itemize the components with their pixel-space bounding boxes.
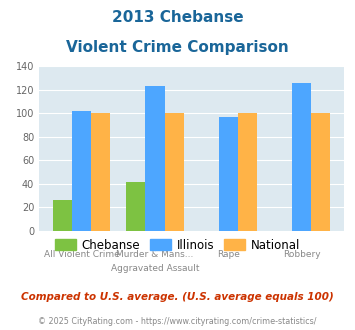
Text: © 2025 CityRating.com - https://www.cityrating.com/crime-statistics/: © 2025 CityRating.com - https://www.city…	[38, 317, 317, 326]
Bar	[164, 113, 184, 231]
Bar	[91, 113, 110, 231]
Legend: Chebanse, Illinois, National: Chebanse, Illinois, National	[50, 234, 305, 256]
Bar	[238, 113, 257, 231]
Bar	[53, 200, 72, 231]
Text: Violent Crime Comparison: Violent Crime Comparison	[66, 40, 289, 54]
Text: Aggravated Assault: Aggravated Assault	[111, 264, 199, 273]
Text: All Violent Crime: All Violent Crime	[44, 250, 119, 259]
Bar	[146, 86, 164, 231]
Bar	[311, 113, 331, 231]
Bar	[126, 182, 146, 231]
Text: Robbery: Robbery	[283, 250, 321, 259]
Text: 2013 Chebanse: 2013 Chebanse	[112, 10, 243, 25]
Text: Rape: Rape	[217, 250, 240, 259]
Bar	[219, 117, 238, 231]
Text: Compared to U.S. average. (U.S. average equals 100): Compared to U.S. average. (U.S. average …	[21, 292, 334, 302]
Bar	[292, 82, 311, 231]
Text: Murder & Mans...: Murder & Mans...	[116, 250, 194, 259]
Bar	[72, 111, 91, 231]
